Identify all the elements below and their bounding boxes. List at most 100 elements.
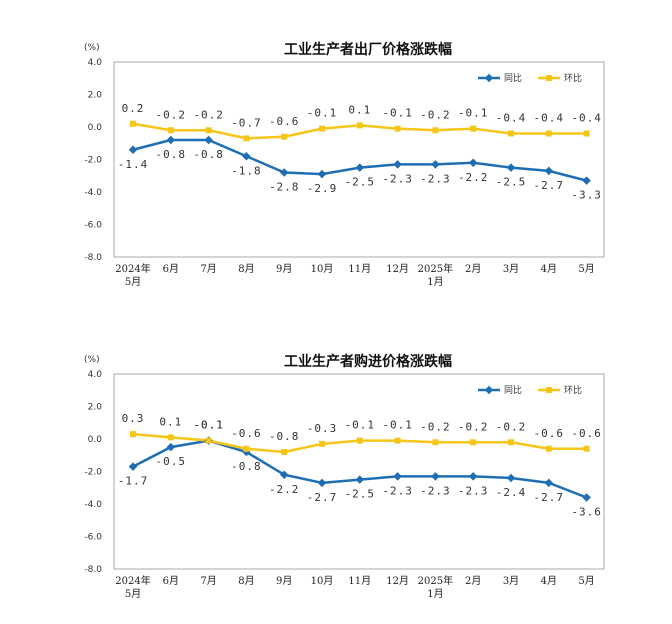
output-y-tick-label: 4.0 (88, 58, 103, 68)
output-mom-data-label: -0.2 (156, 108, 187, 121)
output-plot-area (113, 61, 605, 258)
purchase-yoy-point (544, 478, 554, 488)
output-yoy-point (468, 158, 478, 167)
output-yoy-point (204, 135, 213, 145)
output-mom-point (508, 130, 514, 137)
purchase-mom-data-label: -0.2 (420, 420, 451, 433)
chart-purchase-price: 工业生产者购进价格涨跌幅 (%) 4.0 2.0 0.0 -2.0 -4.0 -6.0 -8.0… (0, 312, 672, 612)
purchase-legend-yoy-marker (484, 385, 494, 395)
purchase-mom-point (470, 439, 477, 446)
output-mom-point (205, 127, 212, 134)
output-yoy-data-label: -2.2 (458, 171, 489, 184)
output-x-tick-label: 7月 (200, 263, 216, 275)
output-x-tick-label: 9月 (276, 263, 292, 275)
output-title: 工业生产者出厂价格涨跌幅 (284, 41, 452, 58)
output-x-tick-label: 10月 (311, 263, 334, 275)
purchase-yoy-point (506, 473, 516, 483)
purchase-yoy-data-label: -2.7 (307, 491, 338, 504)
output-yoy-data-label: -2.3 (382, 172, 413, 185)
purchase-y-tick-label: 0.0 (88, 435, 103, 445)
output-yoy-data-label: -2.3 (420, 172, 451, 185)
output-yoy-point (544, 166, 554, 176)
purchase-legend-yoy-label: 同比 (504, 384, 522, 396)
purchase-y-tick-label: -2.0 (84, 468, 102, 478)
purchase-mom-data-label: -0.1 (193, 419, 224, 432)
purchase-yoy-data-label: -0.5 (156, 455, 187, 468)
purchase-mom-point (394, 437, 401, 444)
output-mom-data-label: -0.4 (534, 112, 565, 125)
purchase-yoy-data-label: -1.7 (118, 475, 149, 488)
purchase-yoy-data-label: -2.5 (345, 488, 376, 501)
output-mom-point (470, 125, 477, 132)
purchase-yoy-data-label: -2.4 (496, 486, 527, 499)
purchase-x-tick-label: 9月 (276, 575, 292, 587)
purchase-yoy-data-label: -0.1 (193, 419, 224, 432)
purchase-mom-point (130, 431, 136, 438)
output-yoy-point (506, 163, 516, 172)
output-mom-point (394, 125, 401, 132)
output-yoy-point (582, 176, 591, 185)
purchase-unit: (%) (84, 355, 100, 365)
chart-output-price: 工业生产者出厂价格涨跌幅 (%) 4.0 2.0 0.0 -2.0 -4.0 -6.0 -8.0… (0, 0, 672, 300)
output-legend-mom-label: 环比 (564, 72, 582, 84)
output-yoy-data-label: -2.5 (345, 176, 376, 189)
purchase-x-tick-label: 8月 (238, 575, 254, 587)
output-x-tick-label: 5月 (578, 263, 594, 275)
output-mom-data-label: 0.2 (122, 102, 145, 115)
output-x-tick-label: 12月 (386, 263, 409, 275)
output-yoy-point (317, 169, 327, 179)
output-mom-point (432, 127, 439, 134)
purchase-x-tick-label: 11月 (348, 575, 371, 587)
purchase-y-tick-label: 4.0 (88, 370, 103, 380)
purchase-yoy-point (279, 470, 289, 479)
purchase-mom-data-label: -0.6 (571, 427, 602, 440)
chart-svg-output-price: 工业生产者出厂价格涨跌幅 (%) 4.0 2.0 0.0 -2.0 -4.0 -6.0 -8.0… (84, 41, 605, 288)
output-y-tick-label: -4.0 (84, 188, 102, 198)
purchase-mom-data-label: -0.1 (382, 419, 413, 432)
purchase-x-tick-label: 7月 (200, 575, 216, 587)
output-mom-point (583, 130, 590, 137)
purchase-yoy-data-label: -2.3 (458, 484, 489, 497)
purchase-mom-point (281, 449, 288, 455)
chart-svg-purchase-price: 工业生产者购进价格涨跌幅 (%) 4.0 2.0 0.0 -2.0 -4.0 -6.0 -8.0… (84, 353, 605, 600)
output-yoy-data-label: -2.5 (496, 176, 527, 189)
output-y-tick-label: -8.0 (84, 253, 102, 263)
output-legend-yoy-label: 同比 (504, 72, 522, 84)
purchase-x-tick-label: 12月 (386, 575, 409, 587)
output-yoy-point (431, 160, 440, 169)
purchase-mom-data-label: -0.8 (269, 430, 300, 443)
purchase-mom-data-label: -0.6 (534, 427, 565, 440)
output-y-tick-label: 0.0 (88, 123, 103, 133)
purchase-mom-point (432, 439, 439, 446)
output-mom-point (130, 120, 136, 127)
output-mom-data-label: -0.2 (193, 108, 224, 121)
output-mom-data-label: -0.7 (231, 116, 262, 129)
purchase-mom-point (243, 445, 250, 452)
output-y-tick-label: -2.0 (84, 156, 102, 166)
purchase-yoy-point (317, 478, 327, 488)
purchase-legend-mom-marker (546, 387, 552, 393)
output-yoy-point (166, 135, 176, 145)
purchase-y-tick-label: -6.0 (84, 533, 102, 543)
output-yoy-data-label: -3.3 (571, 189, 602, 202)
purchase-yoy-point (468, 472, 478, 481)
purchase-mom-point (319, 440, 325, 447)
output-mom-data-label: 0.1 (348, 103, 371, 116)
output-x-tick-label: 8月 (238, 263, 254, 275)
purchase-yoy-point (128, 462, 138, 471)
purchase-mom-data-label: 0.1 (159, 415, 182, 428)
output-y-tick-label: -6.0 (84, 221, 102, 231)
output-yoy-data-label: -0.8 (156, 148, 187, 161)
purchase-yoy-point (431, 472, 440, 481)
purchase-mom-data-label: 0.3 (122, 412, 145, 425)
output-yoy-point (279, 168, 289, 177)
output-mom-point (356, 122, 363, 129)
output-yoy-data-label: -0.8 (193, 148, 224, 161)
output-yoy-point (393, 160, 402, 169)
output-yoy-data-label: -1.8 (231, 164, 262, 177)
purchase-x-tick-label: 3月 (503, 575, 519, 587)
purchase-mom-data-label: -0.2 (496, 420, 527, 433)
purchase-y-tick-label: -4.0 (84, 500, 102, 510)
output-yoy-data-label: -2.7 (534, 179, 565, 192)
purchase-x-tick-label: 5月 (578, 575, 594, 587)
